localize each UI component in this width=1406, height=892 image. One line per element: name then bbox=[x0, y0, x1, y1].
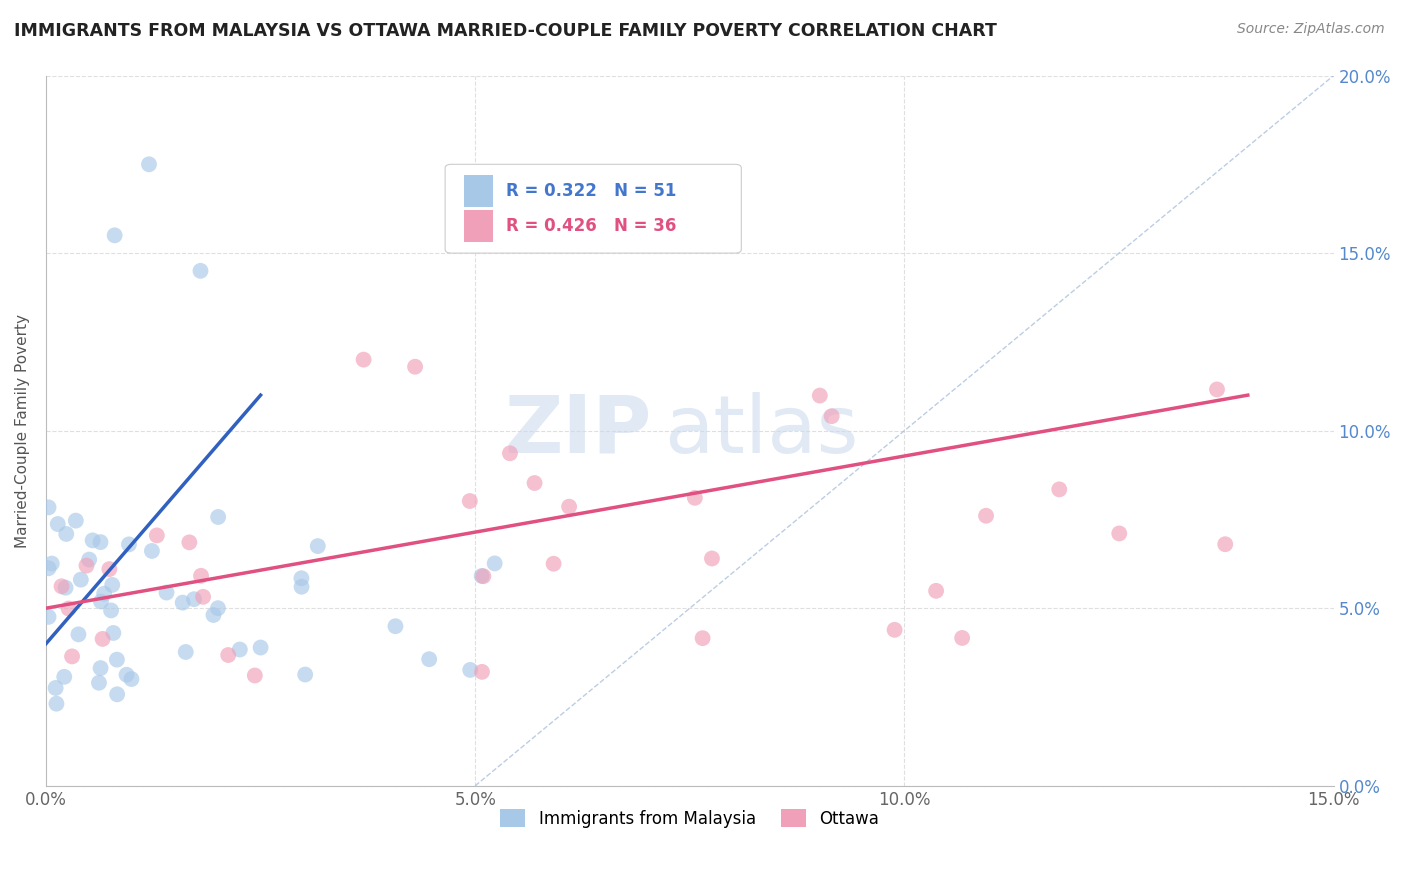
Text: R = 0.426   N = 36: R = 0.426 N = 36 bbox=[506, 217, 676, 235]
Point bbox=[229, 642, 252, 657]
FancyBboxPatch shape bbox=[446, 164, 741, 253]
Point bbox=[38, 500, 60, 515]
Point bbox=[243, 668, 266, 682]
Point bbox=[353, 352, 375, 367]
Point bbox=[41, 557, 63, 571]
Point bbox=[883, 623, 905, 637]
Text: R = 0.322   N = 51: R = 0.322 N = 51 bbox=[506, 182, 676, 200]
Point bbox=[38, 561, 60, 575]
Point bbox=[46, 516, 69, 531]
Point bbox=[523, 475, 546, 490]
Point bbox=[103, 626, 125, 640]
Point bbox=[558, 500, 581, 514]
Point bbox=[155, 585, 177, 599]
Point bbox=[51, 579, 73, 593]
Point bbox=[1206, 383, 1229, 397]
Point bbox=[202, 607, 225, 622]
Point bbox=[100, 603, 122, 617]
Point bbox=[90, 661, 112, 675]
Point bbox=[55, 581, 77, 595]
Point bbox=[217, 648, 239, 662]
Legend: Immigrants from Malaysia, Ottawa: Immigrants from Malaysia, Ottawa bbox=[494, 803, 886, 834]
Point bbox=[105, 687, 128, 701]
Point bbox=[82, 533, 104, 548]
Point bbox=[950, 631, 973, 645]
Point bbox=[77, 552, 100, 566]
Point bbox=[141, 544, 163, 558]
Point bbox=[60, 649, 83, 664]
Point bbox=[55, 527, 77, 541]
Point bbox=[418, 652, 440, 666]
Point bbox=[1213, 537, 1236, 551]
Bar bbox=[464, 175, 492, 207]
Point bbox=[91, 632, 114, 646]
Y-axis label: Married-Couple Family Poverty: Married-Couple Family Poverty bbox=[15, 314, 30, 548]
Point bbox=[472, 569, 495, 583]
Point bbox=[294, 667, 316, 681]
Point bbox=[692, 631, 714, 645]
Point bbox=[190, 264, 212, 278]
Point bbox=[499, 446, 522, 460]
Point bbox=[38, 610, 60, 624]
Point bbox=[191, 590, 214, 604]
Text: atlas: atlas bbox=[664, 392, 859, 470]
Point bbox=[458, 663, 481, 677]
Point bbox=[207, 601, 229, 615]
Point bbox=[67, 627, 90, 641]
Point bbox=[115, 667, 138, 681]
Point bbox=[105, 652, 128, 666]
Point bbox=[683, 491, 706, 505]
Point bbox=[290, 571, 312, 585]
Point bbox=[45, 681, 67, 695]
Bar bbox=[464, 211, 492, 243]
Point bbox=[120, 672, 142, 686]
Point bbox=[76, 558, 98, 573]
Point bbox=[307, 539, 329, 553]
Text: ZIP: ZIP bbox=[503, 392, 651, 470]
Text: IMMIGRANTS FROM MALAYSIA VS OTTAWA MARRIED-COUPLE FAMILY POVERTY CORRELATION CHA: IMMIGRANTS FROM MALAYSIA VS OTTAWA MARRI… bbox=[14, 22, 997, 40]
Point bbox=[101, 578, 124, 592]
Point bbox=[290, 580, 312, 594]
Point bbox=[808, 388, 831, 402]
Point bbox=[183, 592, 205, 607]
Point bbox=[179, 535, 201, 549]
Point bbox=[249, 640, 271, 655]
Point bbox=[207, 510, 229, 524]
Point bbox=[87, 675, 110, 690]
Point bbox=[69, 573, 91, 587]
Point bbox=[384, 619, 406, 633]
Point bbox=[118, 537, 141, 551]
Point bbox=[1047, 483, 1070, 497]
Point bbox=[104, 228, 127, 243]
Point bbox=[543, 557, 565, 571]
Point bbox=[45, 697, 67, 711]
Point bbox=[65, 514, 87, 528]
Text: Source: ZipAtlas.com: Source: ZipAtlas.com bbox=[1237, 22, 1385, 37]
Point bbox=[90, 594, 112, 608]
Point bbox=[974, 508, 997, 523]
Point bbox=[700, 551, 723, 566]
Point bbox=[98, 562, 121, 576]
Point bbox=[172, 596, 194, 610]
Point bbox=[925, 583, 948, 598]
Point bbox=[89, 535, 111, 549]
Point bbox=[458, 494, 481, 508]
Point bbox=[1108, 526, 1130, 541]
Point bbox=[471, 569, 494, 583]
Point bbox=[471, 665, 494, 679]
Point bbox=[146, 528, 169, 542]
Point bbox=[404, 359, 426, 374]
Point bbox=[484, 557, 506, 571]
Point bbox=[174, 645, 197, 659]
Point bbox=[190, 569, 212, 583]
Point bbox=[821, 409, 844, 424]
Point bbox=[58, 601, 80, 615]
Point bbox=[93, 587, 115, 601]
Point bbox=[138, 157, 160, 171]
Point bbox=[53, 670, 76, 684]
